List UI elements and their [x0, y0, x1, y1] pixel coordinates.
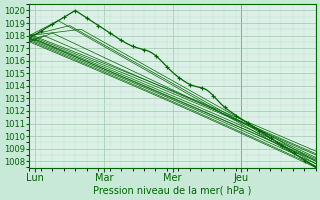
X-axis label: Pression niveau de la mer( hPa ): Pression niveau de la mer( hPa ) [93, 186, 252, 196]
